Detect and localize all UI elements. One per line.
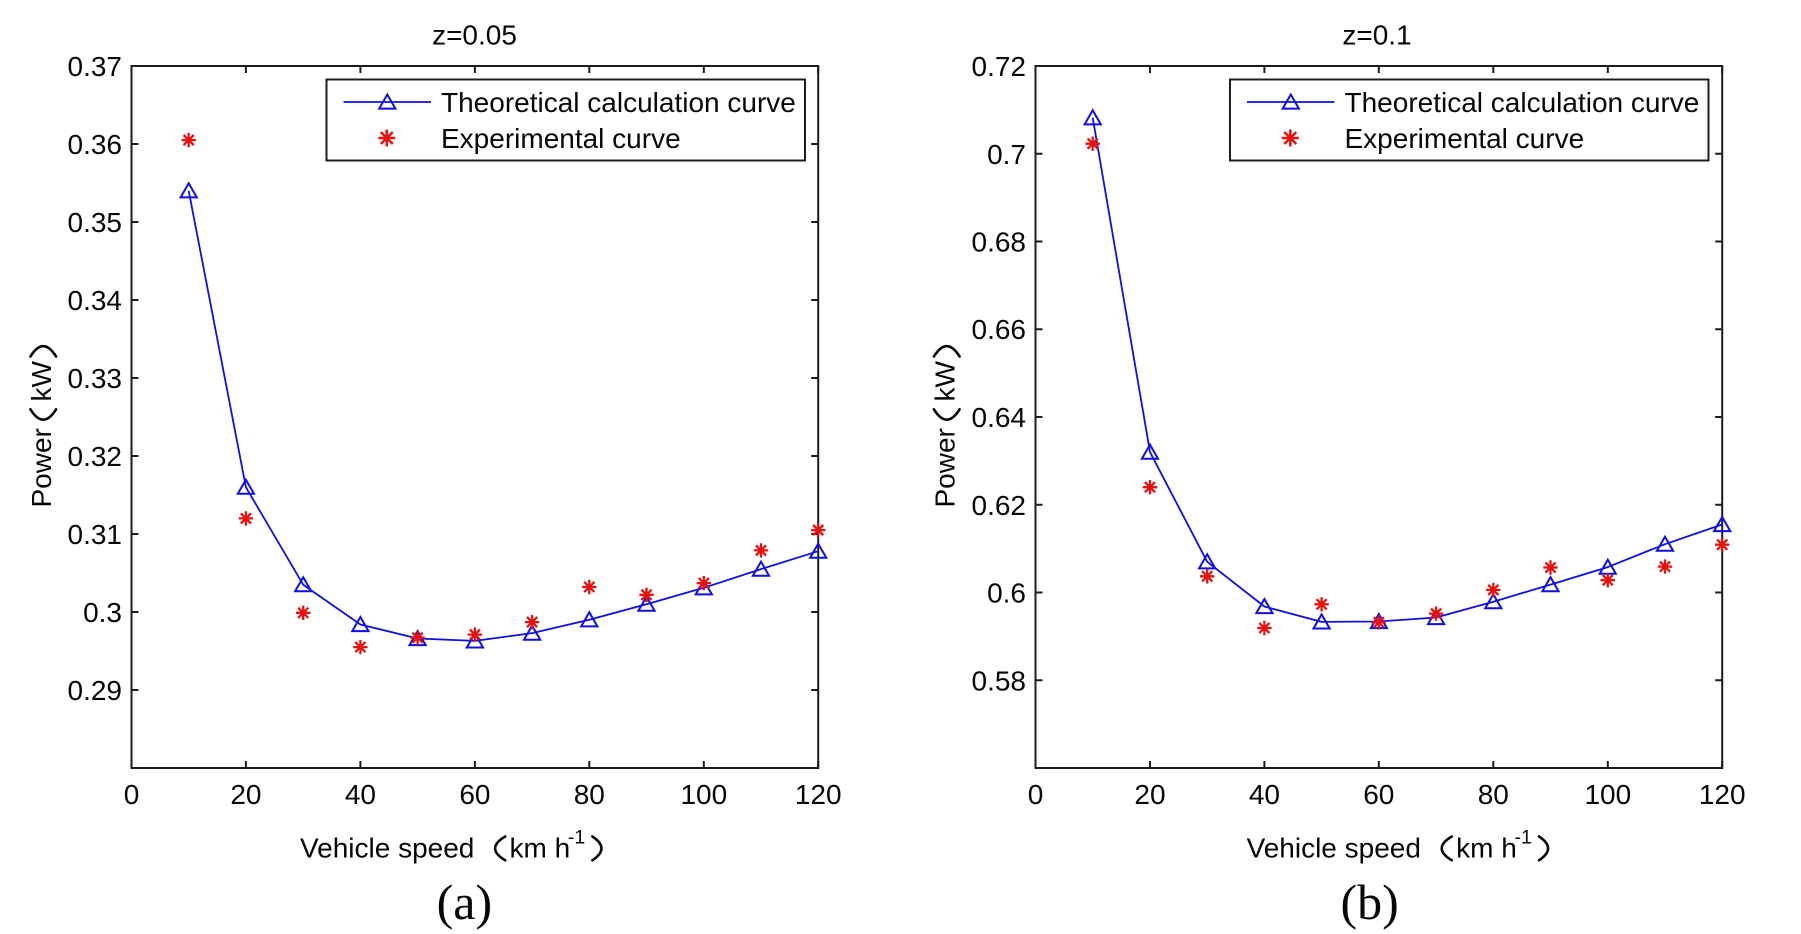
svg-text:Experimental curve: Experimental curve [1345, 123, 1585, 154]
svg-text:80: 80 [1478, 779, 1509, 810]
svg-text:-1: -1 [568, 827, 585, 849]
svg-text:0.37: 0.37 [68, 51, 123, 82]
svg-text:120: 120 [795, 779, 842, 810]
svg-text:0: 0 [124, 779, 140, 810]
svg-text:100: 100 [680, 779, 727, 810]
svg-text:0.33: 0.33 [68, 363, 123, 394]
svg-text:Vehicle speed: Vehicle speed [1247, 833, 1421, 864]
svg-text:Experimental curve: Experimental curve [441, 123, 681, 154]
svg-text:80: 80 [574, 779, 605, 810]
svg-text:0.64: 0.64 [972, 402, 1027, 433]
svg-text:Power: Power [26, 428, 57, 507]
svg-text:Theoretical calculation curve: Theoretical calculation curve [1345, 87, 1700, 118]
svg-text:0.6: 0.6 [987, 578, 1026, 609]
svg-text:0.58: 0.58 [972, 665, 1027, 696]
svg-text:(a): (a) [437, 874, 493, 930]
svg-text:0.31: 0.31 [68, 519, 123, 550]
svg-text:0.72: 0.72 [972, 51, 1027, 82]
svg-text:kW: kW [930, 361, 961, 402]
svg-text:0.62: 0.62 [972, 490, 1027, 521]
svg-text:0.34: 0.34 [68, 285, 123, 316]
svg-text:100: 100 [1584, 779, 1631, 810]
svg-text:Theoretical calculation curve: Theoretical calculation curve [441, 87, 796, 118]
svg-text:0.35: 0.35 [68, 207, 123, 238]
svg-text:0.3: 0.3 [83, 597, 122, 628]
svg-text:0: 0 [1028, 779, 1044, 810]
svg-text:0.68: 0.68 [972, 227, 1027, 258]
svg-text:kW: kW [26, 361, 57, 402]
svg-text:km h: km h [510, 833, 571, 864]
svg-text:z=0.1: z=0.1 [1342, 20, 1411, 51]
svg-text:0.66: 0.66 [972, 314, 1027, 345]
svg-text:40: 40 [345, 779, 376, 810]
svg-text:0.29: 0.29 [68, 675, 123, 706]
svg-text:-1: -1 [1515, 827, 1532, 849]
svg-text:0.32: 0.32 [68, 441, 123, 472]
svg-text:(b): (b) [1341, 874, 1399, 930]
svg-text:0.7: 0.7 [987, 139, 1026, 170]
svg-text:km h: km h [1456, 833, 1517, 864]
svg-text:20: 20 [1134, 779, 1165, 810]
svg-text:0.36: 0.36 [68, 129, 123, 160]
svg-text:z=0.05: z=0.05 [432, 20, 517, 51]
svg-text:20: 20 [230, 779, 261, 810]
svg-text:Power: Power [930, 428, 961, 507]
svg-text:Vehicle speed: Vehicle speed [300, 833, 474, 864]
svg-text:60: 60 [1363, 779, 1394, 810]
svg-text:40: 40 [1249, 779, 1280, 810]
svg-text:60: 60 [459, 779, 490, 810]
svg-text:120: 120 [1699, 779, 1746, 810]
